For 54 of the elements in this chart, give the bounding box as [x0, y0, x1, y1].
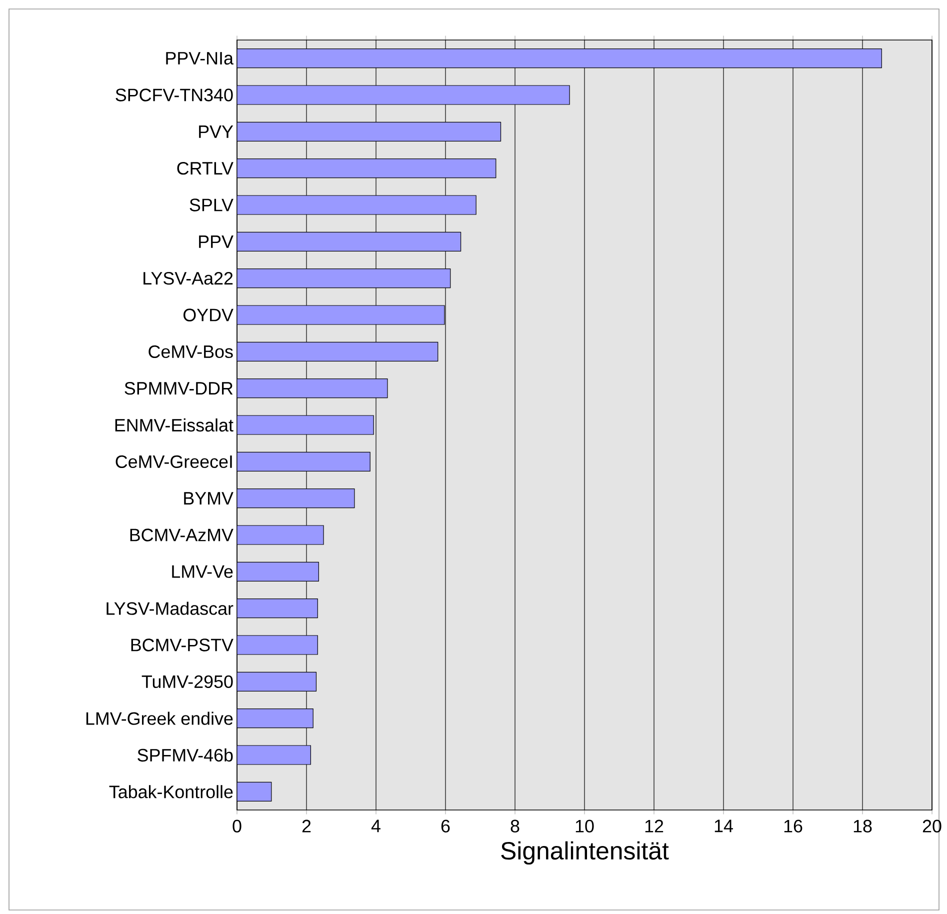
bar	[237, 782, 272, 802]
x-tick-label: 20	[922, 820, 942, 832]
y-tick-label: SPMMV-DDR	[124, 382, 233, 395]
y-tick-label: ENMV-Eissalat	[115, 418, 234, 432]
y-tick-label: PPV	[199, 235, 234, 248]
bar	[237, 268, 451, 288]
x-axis-title: Signalintensität	[501, 841, 669, 865]
y-tick-label: CeMV-GreeceI	[116, 455, 232, 468]
y-tick-label: BCMV-AzMV	[130, 528, 234, 542]
bar	[237, 415, 374, 435]
bar	[237, 488, 355, 508]
bar	[237, 378, 388, 398]
bar	[237, 122, 502, 142]
bar	[237, 48, 882, 68]
y-tick-label: LYSV-Madascar	[106, 602, 234, 615]
x-tick-label: 4	[371, 820, 380, 832]
bar	[237, 158, 496, 178]
y-tick-label: PVY	[199, 125, 234, 138]
bar	[237, 598, 318, 618]
y-tick-label: BYMV	[184, 492, 234, 505]
y-tick-label: PPV-NIa	[166, 52, 234, 65]
y-tick-label: SPFMV-46b	[138, 748, 233, 762]
y-tick-label: LMV-Greek endive	[86, 712, 233, 725]
y-tick-label: LYSV-Aa22	[144, 272, 233, 285]
y-tick-label: LMV-Ve	[172, 565, 233, 578]
x-tick-label: 14	[714, 820, 733, 832]
bar	[237, 452, 370, 472]
y-tick-label: CeMV-Bos	[148, 345, 233, 358]
bar	[237, 672, 317, 692]
bar	[237, 708, 314, 728]
bar	[237, 562, 319, 582]
x-tick-label: 6	[441, 820, 450, 832]
bar	[237, 195, 476, 215]
bar	[237, 305, 445, 325]
bar	[237, 342, 438, 362]
y-tick-label: BCMV-PSTV	[131, 638, 234, 652]
x-tick-label: 16	[784, 820, 802, 832]
bar	[237, 525, 324, 545]
x-tick-label: 12	[645, 820, 664, 832]
y-tick-label: SPCFV-TN340	[116, 88, 233, 102]
x-tick-label: 2	[302, 820, 311, 832]
bar	[237, 85, 570, 105]
y-tick-label: Tabak-Kontrolle	[109, 785, 233, 798]
bar	[237, 745, 311, 765]
y-tick-label: TuMV-2950	[142, 675, 233, 688]
x-tick-label: 0	[232, 820, 242, 832]
y-tick-label: SPLV	[190, 198, 234, 212]
y-tick-label: OYDV	[184, 308, 234, 322]
bar	[237, 635, 318, 655]
y-tick-label: CRTLV	[177, 162, 234, 175]
x-tick-label: 10	[576, 820, 594, 832]
x-tick-label: 8	[510, 820, 520, 832]
bar	[237, 232, 462, 252]
x-tick-label: 18	[854, 820, 872, 832]
